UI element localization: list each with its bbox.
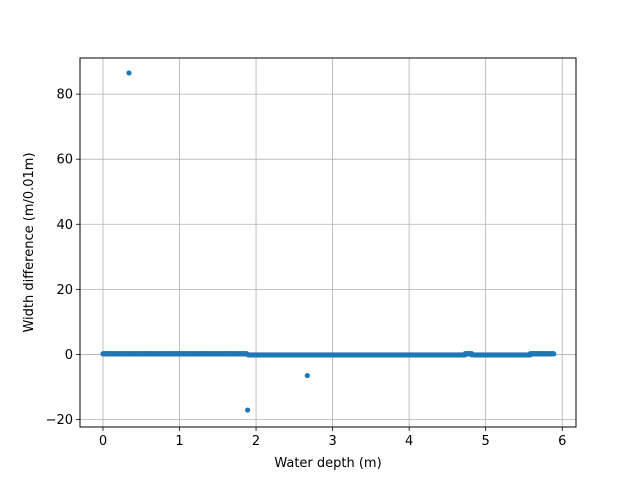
y-axis-ticks: −20 0 20 40 60 80	[46, 88, 80, 428]
x-tick-label: 6	[558, 434, 566, 449]
x-tick-label: 5	[482, 434, 490, 449]
x-tick-label: 1	[175, 434, 183, 449]
y-tick-label: 80	[56, 88, 73, 103]
x-tick-label: 0	[99, 434, 107, 449]
y-tick-label: 40	[56, 218, 73, 233]
y-tick-label: −20	[46, 413, 73, 428]
plot-frame	[79, 57, 577, 428]
data-point	[304, 372, 310, 379]
y-axis-label: Width difference (m/0.01m)	[22, 152, 37, 332]
x-tick-label: 3	[328, 434, 336, 449]
data-point	[126, 70, 132, 76]
data-points	[100, 70, 557, 413]
y-tick-label: 20	[56, 283, 73, 298]
x-tick-label: 4	[405, 434, 413, 449]
grid	[80, 58, 576, 427]
data-point	[551, 351, 557, 357]
x-axis-label: Water depth (m)	[274, 456, 381, 471]
y-tick-label: 60	[56, 153, 73, 168]
data-point	[245, 407, 251, 413]
y-tick-label: 0	[65, 348, 73, 363]
x-tick-label: 2	[252, 434, 260, 449]
x-axis-ticks: 0 1 2 3 4 5 6	[99, 427, 566, 449]
